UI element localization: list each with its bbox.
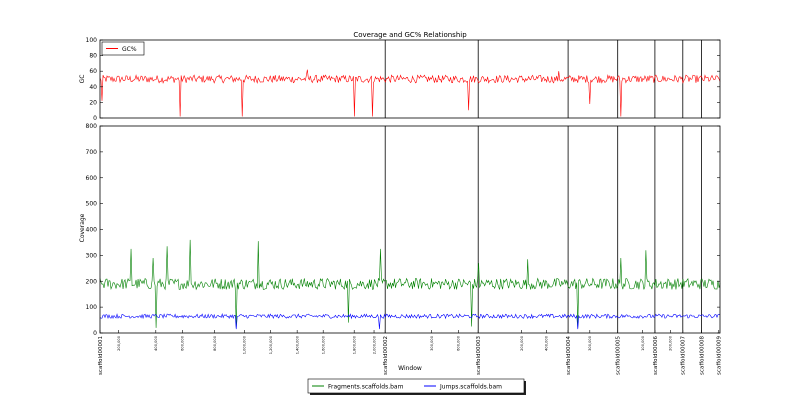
- coverage-x-axis-label: Window: [398, 365, 422, 372]
- gc-y-tick-label: 80: [89, 53, 97, 60]
- gc-panel: 0 20 40 60 80 100: [86, 37, 721, 122]
- coverage-x-tick-label: 800,000: [213, 335, 217, 351]
- gc-y-tick-label: 60: [89, 68, 97, 75]
- coverage-x-tick-label: 1,800,000: [352, 335, 356, 354]
- gc-legend-label: GC%: [122, 46, 137, 53]
- coverage-legend-box: [307, 378, 525, 394]
- coverage-x-tick-label-scaffold: scaffold00002: [383, 336, 389, 375]
- gc-legend-box: [101, 41, 145, 56]
- coverage-x-tick-label: 200,000: [669, 335, 673, 351]
- coverage-x-tick-label: 1,200,000: [269, 335, 273, 354]
- coverage-y-tick-label: 600: [86, 175, 98, 182]
- coverage-y-tick-label: 0: [93, 330, 97, 337]
- coverage-x-tick-label: 200,000: [117, 335, 121, 351]
- coverage-x-tick-label: 400,000: [154, 335, 158, 351]
- coverage-x-tick-label-scaffold: scaffold00005: [616, 336, 622, 375]
- coverage-x-tick-label: 1,400,000: [295, 335, 299, 354]
- coverage-x-tick-label-scaffold: scaffold00003: [476, 336, 482, 375]
- coverage-x-tick-label: 600,000: [181, 335, 185, 351]
- coverage-y-tick-label: 500: [86, 201, 98, 208]
- coverage-x-tick-label: 300,000: [430, 335, 434, 351]
- coverage-y-tick-label: 800: [86, 123, 98, 130]
- chart-title: Coverage and GC% Relationship: [353, 31, 467, 39]
- gc-y-tick-label: 0: [93, 115, 97, 122]
- gc-y-tick-label: 20: [89, 99, 97, 106]
- coverage-panel: 0 100 200 300 400 500 600 700 800 scaffold00001 20…: [86, 123, 723, 375]
- gc-series-line-0: [99, 69, 721, 117]
- coverage-y-tick-label: 200: [86, 278, 98, 285]
- coverage-legend: Fragments.scaffolds.bam Jumps.scaffolds.…: [307, 378, 526, 395]
- gc-legend: GC%: [101, 41, 145, 56]
- legend-label-fragments: Fragments.scaffolds.bam: [328, 384, 404, 391]
- coverage-y-axis-label: Coverage: [79, 213, 86, 242]
- coverage-x-tick-label: 100,000: [641, 335, 645, 351]
- coverage-x-tick-label-scaffold: scaffold00008: [699, 336, 705, 375]
- coverage-x-tick-label: 400,000: [545, 335, 549, 351]
- coverage-y-tick-label: 100: [86, 304, 98, 311]
- coverage-x-tick-label: 200,000: [520, 335, 524, 351]
- coverage-x-tick-label: 2,000,000: [372, 335, 376, 354]
- gc-y-tick-label: 100: [86, 37, 98, 44]
- coverage-x-tick-label: 1,600,000: [321, 335, 325, 354]
- coverage-series-line-1: [99, 313, 721, 330]
- coverage-y-tick-label: 400: [86, 227, 98, 234]
- gc-y-tick-label: 40: [89, 84, 97, 91]
- coverage-plot-frame: [99, 125, 721, 334]
- coverage-x-tick-label-scaffold: scaffold00007: [681, 336, 687, 375]
- coverage-x-tick-label: 300,000: [588, 335, 592, 351]
- coverage-x-tick-label-scaffold: scaffold00004: [566, 336, 572, 375]
- coverage-x-tick-label-scaffold: scaffold00006: [653, 336, 659, 375]
- gc-plot-frame: [99, 39, 721, 119]
- coverage-x-tick-label: 1,000,000: [243, 335, 247, 354]
- gc-y-axis-label: GC: [79, 75, 86, 84]
- coverage-y-tick-label: 700: [86, 149, 98, 156]
- coverage-series-line-0: [99, 239, 721, 328]
- coverage-x-tick-label-scaffold: scaffold00001: [98, 336, 104, 375]
- coverage-x-tick-label: 600,000: [457, 335, 461, 351]
- coverage-x-tick-label-scaffold: scaffold00009: [717, 336, 723, 375]
- coverage-y-tick-label: 300: [86, 252, 98, 259]
- legend-label-jumps: Jumps.scaffolds.bam: [439, 384, 502, 391]
